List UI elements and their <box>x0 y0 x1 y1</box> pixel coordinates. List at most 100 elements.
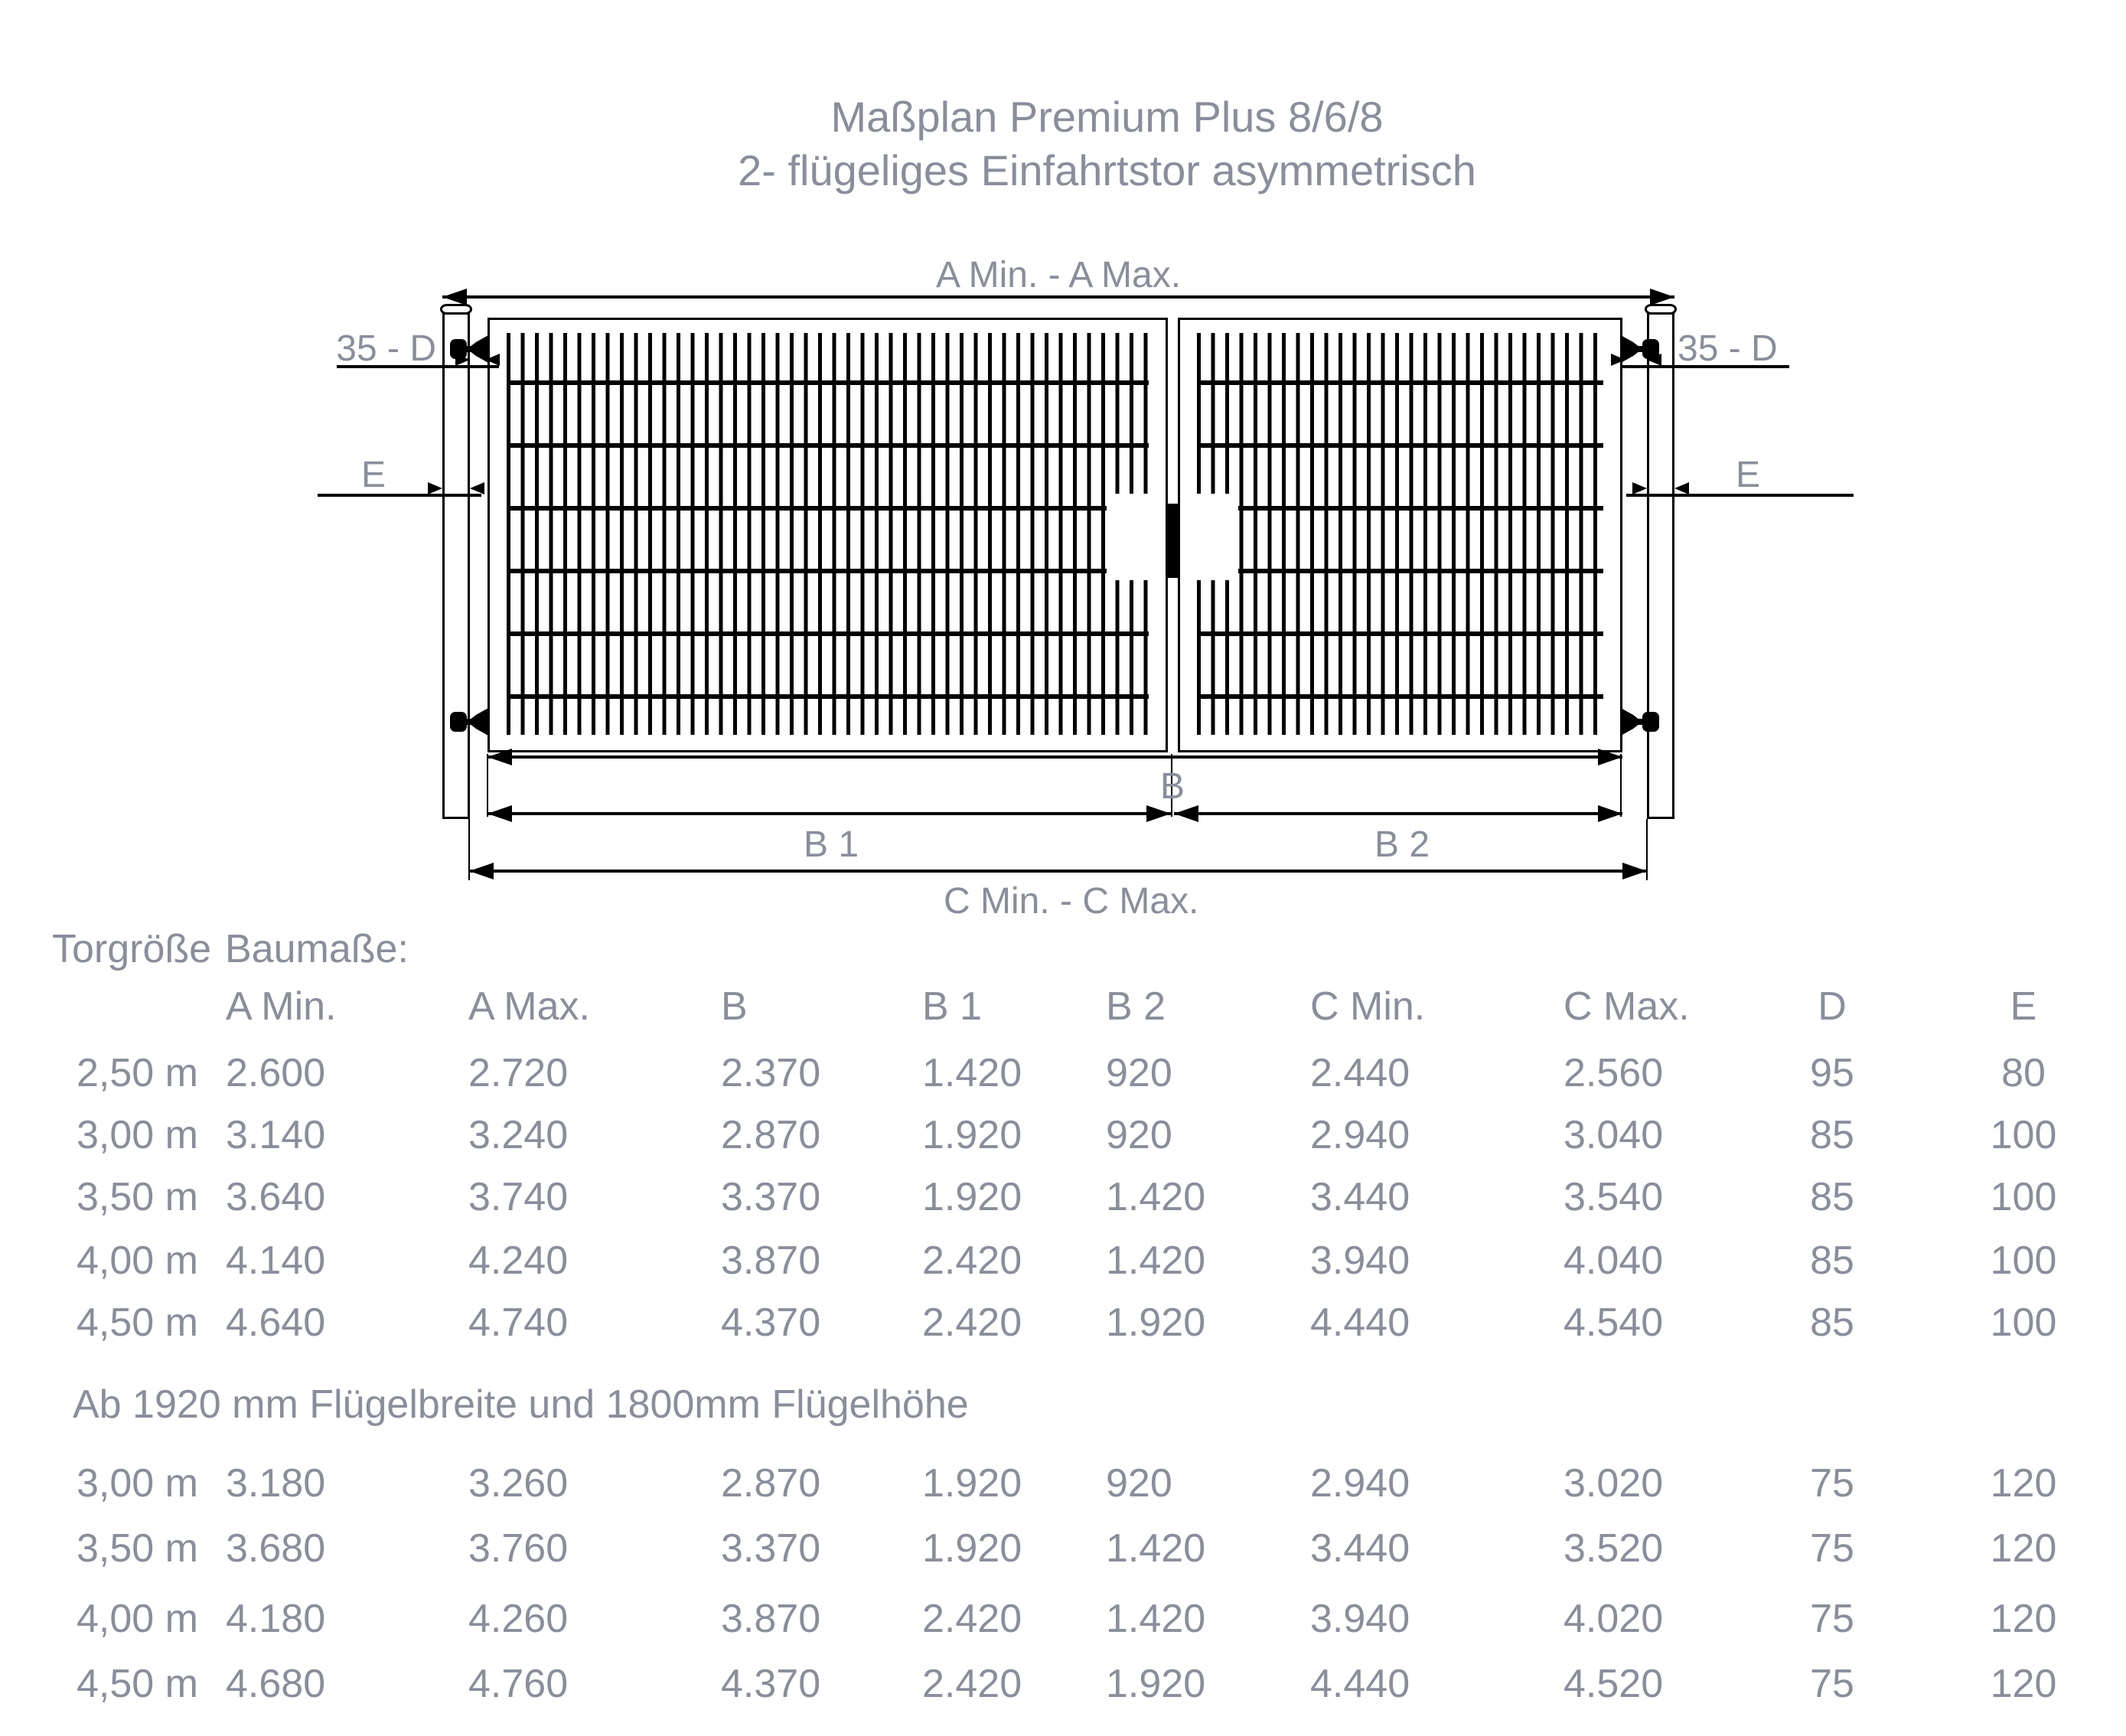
row-label: 3,00 m <box>77 1113 198 1157</box>
arrow-left-icon <box>469 863 494 879</box>
arrow-left-icon <box>487 749 512 765</box>
table-cell: 920 <box>1106 1051 1172 1095</box>
table-cell: 2.870 <box>721 1461 821 1506</box>
extension-line <box>487 754 488 817</box>
table-cell: 3.870 <box>721 1238 821 1283</box>
col-header-b: B <box>721 984 748 1029</box>
gate-leaf-left-bars <box>507 333 1149 735</box>
arrow-right-icon <box>1598 805 1622 822</box>
lock-plate-right <box>1180 494 1238 580</box>
table-cell: 85 <box>1810 1238 1854 1283</box>
table-cell: 100 <box>1990 1238 2057 1283</box>
table-cell: 3.640 <box>226 1175 326 1219</box>
dim-a-label: A Min. - A Max. <box>935 255 1182 295</box>
table-cell: 4.760 <box>468 1662 569 1706</box>
table-cell: 2.420 <box>922 1597 1022 1641</box>
table-cell: 75 <box>1810 1461 1854 1506</box>
arrow-left-icon <box>1174 805 1198 822</box>
arrow-right-icon <box>455 354 470 366</box>
hinge-pin <box>462 346 476 352</box>
arrow-left-icon <box>1647 354 1661 366</box>
hinge-pin <box>462 719 476 725</box>
dim-c-label: C Min. - C Max. <box>944 881 1199 922</box>
table-cell: 100 <box>1990 1300 2057 1345</box>
table-cell: 4.740 <box>468 1300 569 1345</box>
arrow-right-icon <box>1146 805 1171 822</box>
table-cell: 1.420 <box>922 1051 1022 1095</box>
table-cell: 3.940 <box>1310 1597 1410 1641</box>
arrow-right-icon <box>1650 289 1674 305</box>
table-cell: 3.370 <box>721 1526 821 1571</box>
table-cell: 1.420 <box>1106 1597 1206 1641</box>
col-header-a-min: A Min. <box>226 984 337 1029</box>
table-cell: 2.420 <box>922 1300 1022 1345</box>
table-cell: 1.920 <box>922 1175 1022 1219</box>
dim-e-right-line <box>1626 494 1854 497</box>
dim-35d-right-label: 35 - D <box>1678 328 1778 369</box>
gate-leaf-right-bars <box>1197 333 1603 735</box>
extension-line <box>1620 754 1622 817</box>
lock-plate-left <box>1107 494 1165 580</box>
arrow-right-icon <box>1611 354 1625 366</box>
table-header-baumasse: Baumaße: <box>225 927 409 971</box>
table-cell: 75 <box>1810 1526 1854 1571</box>
table-cell: 4.260 <box>468 1597 569 1641</box>
table-cell: 3.440 <box>1310 1175 1410 1219</box>
table-cell: 3.440 <box>1310 1526 1410 1571</box>
table-cell: 1.920 <box>922 1461 1022 1506</box>
table-cell: 1.920 <box>1106 1300 1206 1345</box>
col-header-c-min: C Min. <box>1310 984 1426 1029</box>
table-cell: 4.640 <box>226 1300 326 1345</box>
dim-b1-label: B 1 <box>803 824 859 865</box>
table-cell: 100 <box>1990 1175 2057 1219</box>
hinge-knob <box>450 712 467 732</box>
table-cell: 4.180 <box>226 1597 326 1641</box>
table-cell: 85 <box>1810 1175 1854 1219</box>
table-cell: 920 <box>1106 1113 1172 1157</box>
table-cell: 1.920 <box>922 1113 1022 1157</box>
arrow-left-icon <box>442 289 467 305</box>
table-cell: 1.920 <box>1106 1662 1206 1706</box>
col-header-e: E <box>2010 984 2037 1029</box>
table-cell: 920 <box>1106 1461 1172 1506</box>
dim-b-label: B <box>1159 766 1185 807</box>
dim-a-line <box>442 289 1674 305</box>
table-cell: 120 <box>1990 1526 2057 1571</box>
table-cell: 120 <box>1990 1597 2057 1641</box>
title-line-2: 2- flügeliges Einfahrtstor asymmetrisch <box>738 146 1476 194</box>
table-cell: 2.600 <box>226 1051 326 1095</box>
table-cell: 3.240 <box>468 1113 569 1157</box>
row-label: 2,50 m <box>77 1051 198 1095</box>
col-header-c-max: C Max. <box>1564 984 1690 1029</box>
hinge-bottom-left-icon <box>450 708 488 736</box>
table-cell: 3.740 <box>468 1175 569 1219</box>
table-cell: 3.180 <box>226 1461 326 1506</box>
table-cell: 2.370 <box>721 1051 821 1095</box>
table-note: Ab 1920 mm Flügelbreite und 1800mm Flüge… <box>73 1382 969 1427</box>
dim-c-line <box>469 863 1647 879</box>
table-header-torgroesse: Torgröße <box>52 927 212 971</box>
table-cell: 1.920 <box>922 1526 1022 1571</box>
table-cell: 75 <box>1810 1597 1854 1641</box>
dim-35d-left-label: 35 - D <box>336 328 436 369</box>
dim-e-left-line <box>318 494 481 497</box>
row-label: 4,50 m <box>77 1300 198 1345</box>
dim-e-left-label: E <box>361 455 386 495</box>
table-cell: 3.870 <box>721 1597 821 1641</box>
table-cell: 80 <box>2001 1051 2046 1095</box>
table-cell: 3.020 <box>1564 1461 1664 1506</box>
table-cell: 2.940 <box>1310 1113 1410 1157</box>
table-cell: 3.680 <box>226 1526 326 1571</box>
table-cell: 4.440 <box>1310 1300 1410 1345</box>
table-cell: 2.870 <box>721 1113 821 1157</box>
row-label: 4,50 m <box>77 1662 198 1706</box>
table-cell: 3.940 <box>1310 1238 1410 1283</box>
table-cell: 3.140 <box>226 1113 326 1157</box>
arrow-right-icon <box>1598 749 1622 765</box>
dim-b2-line <box>1174 805 1622 822</box>
page-title: Maßplan Premium Plus 8/6/8 2- flügeliges… <box>0 90 2126 197</box>
table-cell: 2.420 <box>922 1238 1022 1283</box>
table-cell: 2.720 <box>468 1051 569 1095</box>
col-header-b2: B 2 <box>1106 984 1166 1029</box>
